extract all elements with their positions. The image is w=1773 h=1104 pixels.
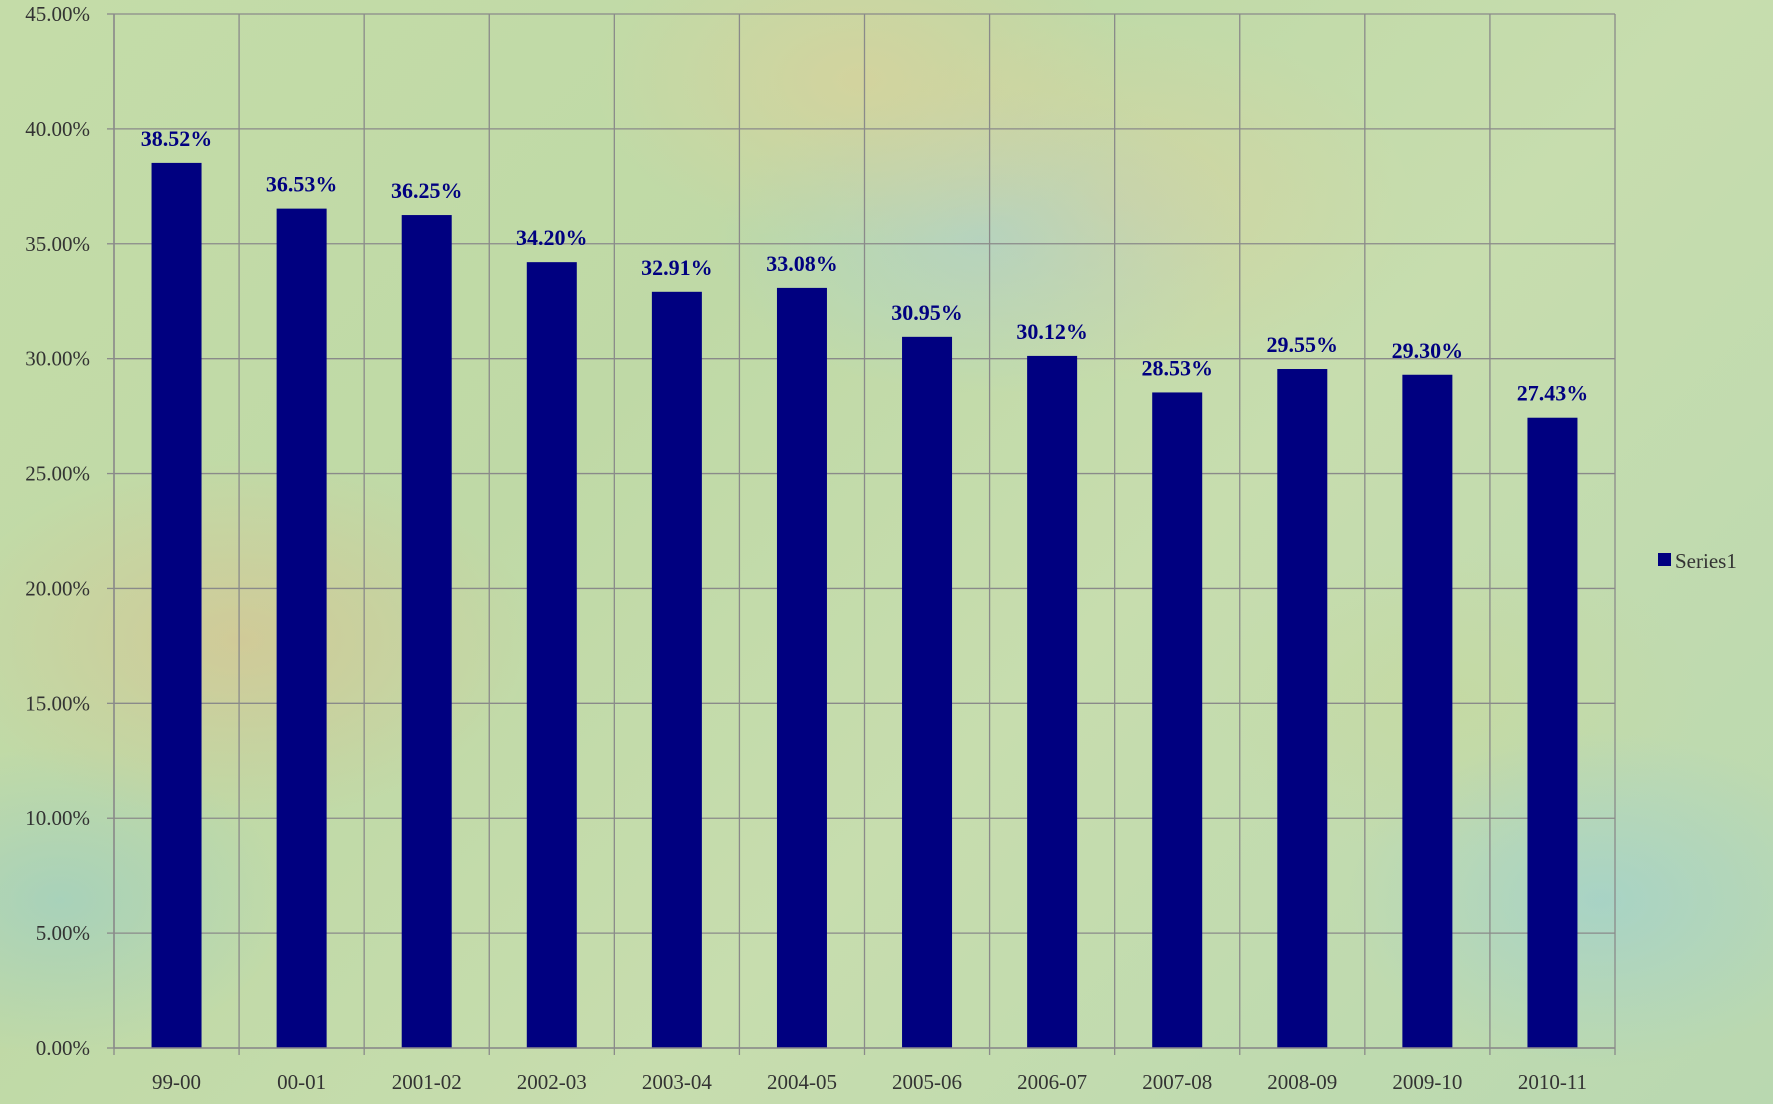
y-tick-label: 25.00%: [25, 462, 90, 486]
data-label: 27.43%: [1517, 381, 1589, 406]
y-tick-label: 45.00%: [25, 2, 90, 26]
y-tick-label: 5.00%: [36, 921, 90, 945]
bar: [1027, 355, 1078, 1049]
bar: [526, 262, 577, 1048]
data-label: 30.12%: [1016, 319, 1088, 344]
bar: [776, 287, 827, 1048]
x-tick-label: 2005-06: [892, 1070, 962, 1094]
labels-layer: 0.00% 5.00% 10.00% 15.00% 20.00% 25.00% 30.00%…: [25, 2, 1588, 1094]
bar: [401, 215, 452, 1049]
bar: [1152, 392, 1203, 1049]
y-tick-label: 35.00%: [25, 232, 90, 256]
y-tick-label: 0.00%: [36, 1036, 90, 1060]
legend-swatch-series1: [1658, 553, 1671, 566]
data-label: 30.95%: [891, 300, 963, 325]
data-label: 38.52%: [141, 126, 213, 151]
data-label: 34.20%: [516, 225, 588, 250]
x-tick-label: 2007-08: [1142, 1070, 1212, 1094]
x-tick-label: 2002-03: [517, 1070, 587, 1094]
x-tick-label: 2001-02: [392, 1070, 462, 1094]
data-label: 29.30%: [1392, 338, 1464, 363]
data-label: 28.53%: [1141, 355, 1213, 380]
x-tick-label: 2010-11: [1518, 1070, 1587, 1094]
x-tick-label: 2008-09: [1267, 1070, 1337, 1094]
data-label: 33.08%: [766, 251, 838, 276]
y-tick-label: 30.00%: [25, 347, 90, 371]
y-tick-label: 40.00%: [25, 117, 90, 141]
bar: [151, 162, 202, 1048]
data-label: 29.55%: [1267, 332, 1339, 357]
bars-layer: [151, 162, 1578, 1049]
x-tick-label: 2009-10: [1392, 1070, 1462, 1094]
bar: [276, 208, 327, 1049]
axis-layer: [107, 13, 1616, 1055]
y-tick-label: 20.00%: [25, 576, 90, 600]
y-tick-label: 15.00%: [25, 691, 90, 715]
bar: [1527, 417, 1578, 1048]
data-label: 32.91%: [641, 255, 713, 280]
x-tick-label: 2006-07: [1017, 1070, 1087, 1094]
grid-layer: [113, 13, 1616, 1049]
data-label: 36.25%: [391, 178, 463, 203]
bar: [651, 291, 702, 1048]
x-tick-label: 99-00: [152, 1070, 201, 1094]
legend-label-series1: Series1: [1675, 549, 1737, 573]
x-tick-label: 00-01: [277, 1070, 326, 1094]
bar: [1402, 374, 1453, 1048]
legend: Series1: [1658, 549, 1737, 573]
y-tick-label: 10.00%: [25, 806, 90, 830]
bar: [902, 336, 953, 1048]
x-tick-label: 2003-04: [642, 1070, 712, 1094]
bar: [1277, 369, 1328, 1048]
data-label: 36.53%: [266, 172, 338, 197]
x-tick-label: 2004-05: [767, 1070, 837, 1094]
